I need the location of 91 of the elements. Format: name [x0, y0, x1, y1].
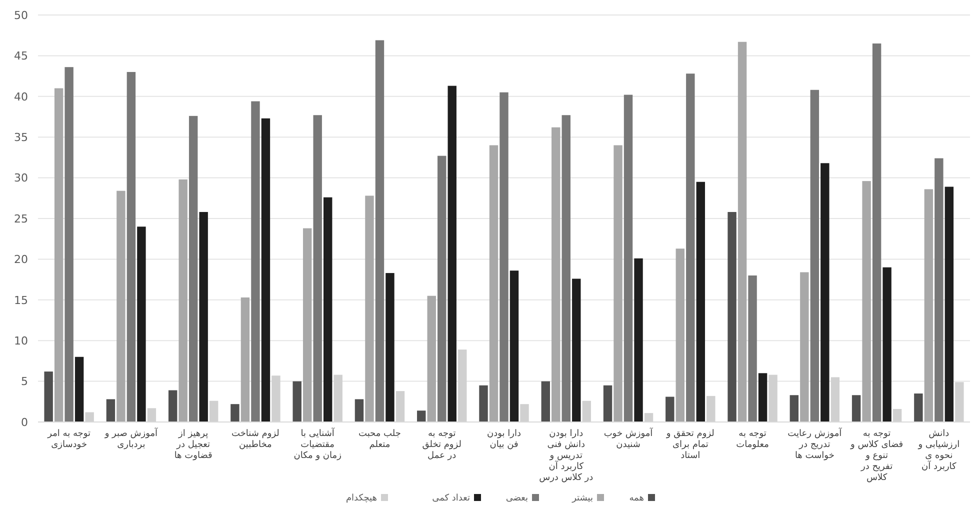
y-tick-label: 40 [14, 90, 28, 104]
x-tick-label: توجه به امر خودسازی [46, 429, 91, 450]
bar [552, 127, 560, 422]
y-tick-label: 20 [14, 253, 28, 266]
bar [365, 196, 374, 422]
bar [510, 270, 519, 422]
bar [541, 381, 550, 422]
bar [375, 40, 384, 422]
bar [199, 212, 208, 422]
bar [603, 385, 612, 422]
bar [852, 395, 861, 422]
bar [168, 390, 178, 422]
x-tick-label: لزوم شناخت مخاطبین [232, 429, 280, 450]
bar [106, 399, 116, 422]
x-tick-label: جلب محبت متعلم [358, 429, 401, 450]
bar [500, 92, 508, 422]
bar [728, 212, 736, 422]
bar [354, 399, 364, 422]
bar [572, 278, 581, 422]
bar [417, 410, 426, 422]
bar [251, 101, 260, 422]
y-tick-label: 5 [21, 375, 28, 388]
x-tick-label: آموزش رعایت تدریج در خواست ها [788, 427, 842, 461]
bar [634, 258, 643, 422]
x-tick-label: پرهیز از تعجیل در قضاوت ها [174, 429, 212, 461]
bar [614, 145, 622, 422]
y-tick-label: 35 [14, 130, 28, 144]
y-tick-label: 45 [14, 50, 28, 63]
bar [872, 43, 882, 422]
bar [292, 381, 302, 422]
legend-label: هیچکدام [346, 494, 378, 504]
bar [427, 296, 436, 422]
y-tick-label: 10 [14, 334, 28, 348]
x-tick-label: آموزش صبر و بردباری [104, 427, 158, 450]
bar [116, 190, 126, 422]
bar [178, 179, 188, 422]
bar [386, 273, 394, 422]
bar [924, 189, 934, 422]
y-tick-label: 15 [14, 294, 28, 307]
x-tick-label: دانش ارزشیابی و نحوه ی کاربرد آن [917, 429, 960, 472]
bar [313, 115, 322, 422]
bar [748, 275, 757, 422]
x-tick-label: توجه به فضای کلاس و تنوع و تفریح در کلاس [849, 429, 904, 483]
x-tick-label: آشنایی با مقتضیات زمان و مکان [294, 427, 342, 461]
x-tick-label: دارا بودن دانش فنی تدریس و کاربرد آن در کلاس درس [539, 429, 594, 483]
bar [790, 395, 799, 422]
bar [240, 297, 250, 422]
bar [44, 372, 53, 422]
bar [438, 156, 446, 422]
y-tick-label: 30 [14, 172, 28, 185]
bar [562, 115, 570, 422]
legend-label: بعضی [506, 494, 528, 504]
bar [261, 118, 270, 422]
bar [738, 42, 747, 422]
bar [758, 373, 768, 422]
bar [810, 90, 820, 422]
bar [944, 186, 954, 422]
bar [934, 158, 944, 422]
y-tick-label: 50 [14, 8, 28, 22]
bar [862, 181, 871, 422]
bar [126, 72, 136, 422]
bar [479, 385, 488, 422]
bar [686, 74, 695, 422]
bar [489, 145, 498, 422]
legend-label: تعداد کمی [432, 494, 470, 504]
y-tick-label: 0 [21, 416, 28, 429]
x-tick-label: توجه به لزوم تخلق در عمل [422, 429, 462, 461]
bar [54, 88, 64, 422]
bar [137, 226, 146, 422]
bar [800, 272, 809, 422]
x-tick-label: آموزش خوب شنیدن [604, 427, 654, 450]
y-tick-label: 25 [14, 212, 28, 226]
legend-label: بیشتر [571, 494, 593, 504]
bar [64, 67, 74, 422]
bar [448, 86, 456, 422]
bar [302, 228, 312, 422]
x-tick-label: دارا بودن فن بیان [487, 429, 521, 450]
bar [666, 396, 674, 422]
bar [820, 163, 830, 422]
bar [914, 394, 923, 422]
bar [882, 267, 892, 422]
bar [230, 404, 240, 422]
bar [323, 197, 332, 422]
bar [188, 116, 198, 422]
bar [676, 248, 685, 422]
x-tick-label: لزوم تحقق و تمام برای استاد [665, 429, 714, 461]
legend-label: همه [629, 494, 644, 504]
x-tick-label: توجه به معلومات [736, 429, 770, 450]
bar [624, 94, 633, 422]
bar [74, 356, 84, 422]
bar [696, 182, 706, 422]
